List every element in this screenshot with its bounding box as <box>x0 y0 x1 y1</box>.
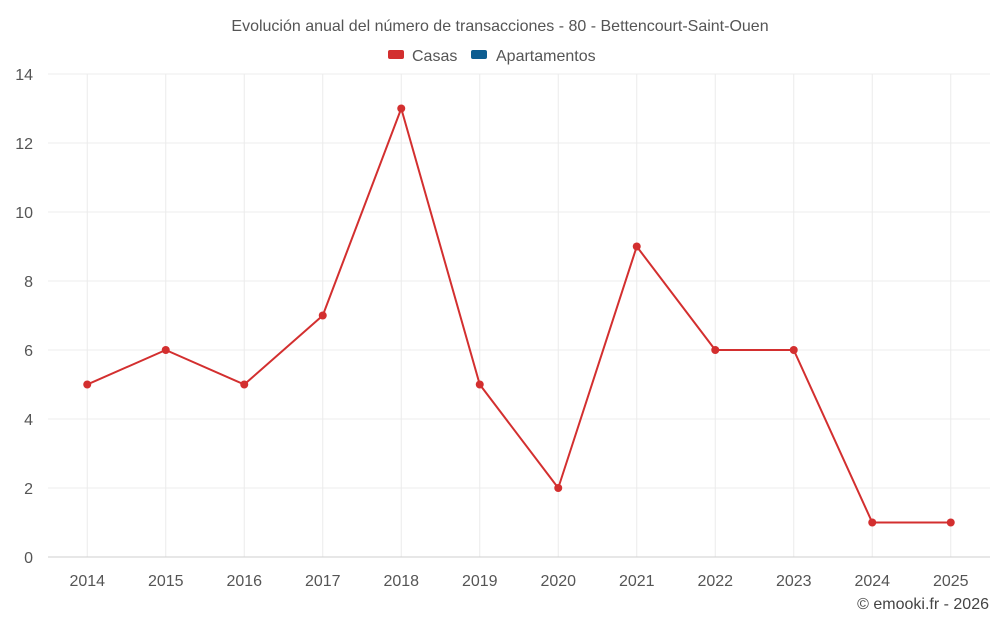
x-tick-label: 2017 <box>305 573 341 590</box>
data-point-casas-2016 <box>240 380 249 389</box>
y-tick-label: 14 <box>15 67 33 84</box>
y-tick-label: 10 <box>15 205 33 222</box>
axes: 0 2 4 6 8 10 12 14 2014 2015 2016 2017 2018 2019 2020 2… <box>15 67 990 590</box>
data-point-casas-2022 <box>711 346 720 354</box>
x-tick-label: 2021 <box>619 573 655 590</box>
legend-label-apartamentos: Apartamentos <box>496 48 596 65</box>
credit-text: © emooki.fr - 2026 <box>857 596 989 613</box>
y-tick-label: 4 <box>24 412 33 429</box>
data-point-casas-2018 <box>397 104 406 113</box>
x-tick-label: 2019 <box>462 573 498 590</box>
y-tick-label: 8 <box>24 274 33 291</box>
plot-area <box>83 104 955 527</box>
x-tick-label: 2024 <box>854 573 890 590</box>
y-tick-label: 2 <box>24 481 33 498</box>
data-point-casas-2020 <box>554 484 563 492</box>
x-tick-label: 2025 <box>933 573 969 590</box>
legend-item-casas[interactable]: Casas <box>388 48 457 65</box>
x-tick-label: 2022 <box>697 573 733 590</box>
data-point-casas-2015 <box>161 346 170 354</box>
legend-item-apartamentos[interactable]: Apartamentos <box>471 48 596 65</box>
data-point-casas-2025 <box>946 518 955 527</box>
x-tick-label: 2023 <box>776 573 812 590</box>
series-line-casas <box>86 107 951 524</box>
x-tick-label: 2016 <box>226 573 262 590</box>
data-point-casas-2021 <box>632 242 641 251</box>
data-point-casas-2023 <box>789 346 798 354</box>
x-tick-label: 2020 <box>540 573 576 590</box>
chart-title: Evolución anual del número de transaccio… <box>231 18 768 35</box>
y-tick-label: 0 <box>24 550 33 567</box>
grid <box>48 73 990 557</box>
data-point-casas-2019 <box>475 380 484 389</box>
x-tick-label: 2015 <box>148 573 184 590</box>
x-tick-label: 2014 <box>69 573 105 590</box>
legend-swatch-apartamentos <box>471 50 487 59</box>
data-point-casas-2014 <box>83 380 92 389</box>
legend-swatch-casas <box>388 50 404 59</box>
data-point-casas-2017 <box>318 311 327 320</box>
data-point-casas-2024 <box>868 518 877 527</box>
legend-label-casas: Casas <box>412 48 457 65</box>
y-tick-label: 6 <box>24 343 33 360</box>
legend: Casas Apartamentos <box>388 48 596 65</box>
y-tick-label: 12 <box>15 136 33 153</box>
x-tick-label: 2018 <box>383 573 419 590</box>
